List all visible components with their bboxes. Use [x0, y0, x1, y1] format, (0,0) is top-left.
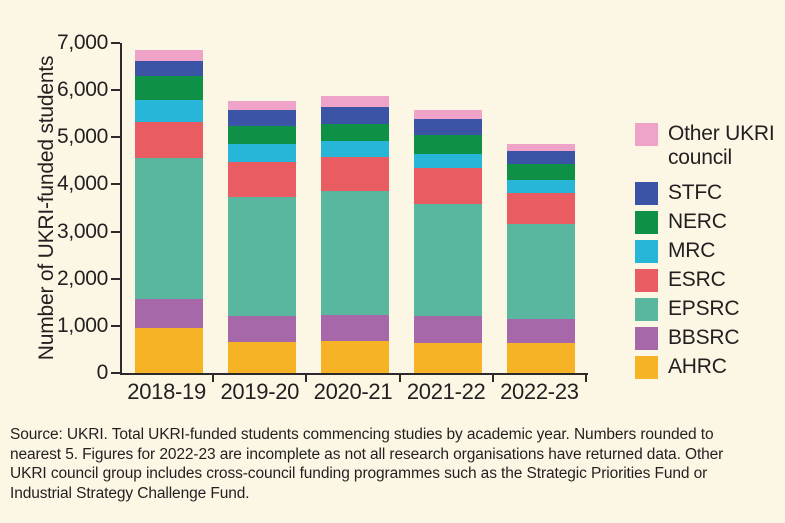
bar-segment-other-ukri-council [414, 109, 483, 120]
bar-segment-ahrc [134, 328, 203, 373]
y-axis-tick-mark [111, 324, 120, 327]
bar-segment-nerc [321, 124, 389, 142]
y-axis-tick-mark [111, 89, 120, 92]
legend-swatch [635, 298, 658, 321]
bar-segment-bbsrc [414, 316, 483, 343]
bar-segment-other-ukri-council [321, 96, 389, 107]
legend-swatch [635, 211, 658, 234]
bar-segment-other-ukri-council [227, 100, 296, 111]
y-axis-tick-mark [111, 136, 120, 139]
bar-segment-other-ukri-council [507, 143, 576, 152]
bar-segment-epsrc [414, 204, 483, 317]
bar-segment-stfc [227, 110, 296, 126]
legend-label: AHRC [668, 355, 727, 378]
y-axis-tick-label: 2,000 [56, 266, 108, 290]
bar-segment-epsrc [134, 158, 203, 299]
bar-segment-mrc [227, 143, 296, 163]
x-axis-tick-mark [305, 375, 308, 382]
y-axis-tick-mark [111, 42, 120, 44]
bar-segment-mrc [321, 141, 389, 157]
x-axis-tick-mark [212, 375, 215, 382]
bar-segment-nerc [507, 164, 576, 180]
bar-segment-ahrc [321, 340, 389, 373]
legend: Other UKRI council STFC NERC MRC ESRC EPSRC BB… [635, 122, 785, 384]
y-axis-tick-label: 3,000 [56, 219, 108, 243]
legend-item: BBSRC [635, 326, 785, 350]
plot-area [120, 43, 588, 375]
bar-segment-mrc [507, 179, 576, 193]
bar-segment-esrc [321, 156, 389, 191]
bar-segment-stfc [134, 60, 203, 76]
legend-item: NERC [635, 210, 785, 234]
bar-segment-stfc [414, 119, 483, 135]
legend-item: Other UKRI council [635, 122, 785, 170]
legend-item: ESRC [635, 268, 785, 292]
y-axis-tick-label: 5,000 [56, 125, 108, 149]
legend-swatch [635, 182, 658, 205]
legend-label: ESRC [668, 268, 726, 291]
legend-label: MRC [668, 239, 716, 262]
bar-segment-mrc [414, 153, 483, 168]
legend-label: NERC [668, 210, 727, 233]
y-axis-tick-mark [111, 230, 120, 233]
legend-item: EPSRC [635, 297, 785, 321]
bar-segment-nerc [227, 125, 296, 144]
y-axis-tick-mark [111, 183, 120, 186]
bar-segment-other-ukri-council [134, 50, 203, 61]
x-axis-category-label: 2021-22 [406, 379, 486, 404]
bar-segment-esrc [227, 162, 296, 197]
bar-segment-ahrc [414, 342, 483, 373]
y-axis-tick-mark [111, 372, 120, 374]
legend-item: MRC [635, 239, 785, 263]
bar-segment-bbsrc [134, 298, 203, 329]
x-axis-category-label: 2019-20 [220, 379, 300, 404]
x-axis-tick-mark [585, 375, 587, 382]
bar-segment-bbsrc [507, 319, 576, 343]
bar-segment-nerc [414, 134, 483, 154]
y-axis-tick-label: 6,000 [56, 78, 108, 102]
y-axis-tick-label: 7,000 [56, 31, 108, 54]
bar-segment-nerc [134, 76, 203, 100]
x-axis-category-label: 2018-19 [127, 379, 206, 404]
source-note: Source: UKRI. Total UKRI-funded students… [10, 426, 724, 502]
bar-segment-ahrc [507, 342, 576, 373]
legend-label: BBSRC [668, 326, 740, 349]
bar-segment-mrc [134, 99, 203, 122]
legend-label: Other UKRI council [668, 122, 775, 169]
x-axis-category-label: 2020-21 [313, 379, 393, 404]
x-axis-category-label: 2022-23 [500, 379, 579, 404]
legend-swatch [635, 269, 658, 292]
bar-segment-esrc [507, 192, 576, 224]
legend-swatch [635, 327, 658, 350]
bar-segment-stfc [507, 151, 576, 165]
y-axis-tick-label: 0 [96, 361, 109, 384]
legend-swatch [635, 356, 658, 379]
legend-swatch [635, 123, 658, 146]
bar-segment-esrc [134, 121, 203, 159]
bar-segment-epsrc [227, 196, 296, 316]
bar-segment-ahrc [227, 341, 296, 373]
bar-segment-bbsrc [227, 315, 296, 342]
legend-item: STFC [635, 181, 785, 205]
x-axis-tick-mark [398, 375, 401, 382]
legend-label: EPSRC [668, 297, 740, 320]
bar-segment-stfc [321, 106, 389, 125]
x-axis-tick-mark [491, 375, 494, 382]
y-axis-tick-mark [111, 277, 120, 280]
bar-segment-epsrc [321, 190, 389, 316]
bar-segment-epsrc [507, 223, 576, 320]
y-axis-tick-label: 1,000 [56, 313, 108, 337]
bar-segment-bbsrc [321, 315, 389, 341]
y-axis-tick-label: 4,000 [56, 172, 108, 196]
bar-segment-esrc [414, 167, 483, 205]
legend-swatch [635, 240, 658, 263]
legend-item: AHRC [635, 355, 785, 379]
legend-label: STFC [668, 181, 723, 204]
